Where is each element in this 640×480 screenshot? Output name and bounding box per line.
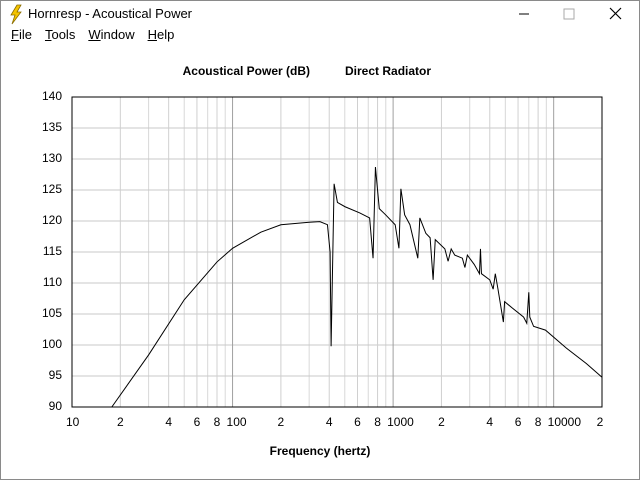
y-tick-label: 100 xyxy=(42,337,62,351)
x-tick-label: 100 xyxy=(227,415,247,429)
x-tick-label: 6 xyxy=(354,415,361,429)
x-tick-label: 2 xyxy=(438,415,445,429)
close[interactable] xyxy=(609,7,622,20)
y-tick-label: 105 xyxy=(42,306,62,320)
maximize[interactable] xyxy=(563,8,575,20)
y-tick-label: 135 xyxy=(42,120,62,134)
x-tick-label: 2 xyxy=(597,415,604,429)
x-tick-label: 1000 xyxy=(387,415,414,429)
y-tick-label: 95 xyxy=(49,368,63,382)
y-tick-label: 110 xyxy=(43,275,62,289)
menu-bar: File Tools Window Help xyxy=(1,27,639,47)
window-title: Hornresp - Acoustical Power xyxy=(28,6,193,21)
x-tick-label: 10 xyxy=(66,415,80,429)
x-tick-label: 6 xyxy=(194,415,201,429)
x-tick-label: 4 xyxy=(326,415,333,429)
y-tick-label: 130 xyxy=(42,151,62,165)
x-tick-label: 6 xyxy=(515,415,522,429)
chart-subtitle: Direct Radiator xyxy=(345,64,431,78)
y-tick-label: 140 xyxy=(42,89,62,103)
y-tick-label: 125 xyxy=(42,182,62,196)
y-tick-label: 90 xyxy=(49,399,63,413)
menu-item[interactable]: Window xyxy=(88,27,135,42)
response-line xyxy=(111,167,603,408)
title-bar: Hornresp - Acoustical Power xyxy=(1,1,639,27)
y-tick-label: 115 xyxy=(43,244,62,258)
x-tick-label: 10000 xyxy=(548,415,582,429)
app-icon xyxy=(10,4,22,25)
menu-item[interactable]: Help xyxy=(147,27,175,42)
x-tick-label: 4 xyxy=(486,415,493,429)
x-tick-label: 4 xyxy=(165,415,172,429)
menu-item[interactable]: Tools xyxy=(44,27,76,42)
x-tick-label: 8 xyxy=(535,415,542,429)
x-tick-label: 2 xyxy=(117,415,124,429)
x-tick-label: 2 xyxy=(278,415,285,429)
x-tick-label: 8 xyxy=(374,415,381,429)
window-controls[interactable] xyxy=(511,1,631,27)
x-tick-label: 8 xyxy=(214,415,221,429)
y-tick-label: 120 xyxy=(42,213,62,227)
chart-title: Acoustical Power (dB) xyxy=(183,64,310,78)
x-axis-label: Frequency (hertz) xyxy=(270,444,371,458)
menu-item[interactable]: File xyxy=(11,27,32,42)
plot-border xyxy=(71,96,603,408)
